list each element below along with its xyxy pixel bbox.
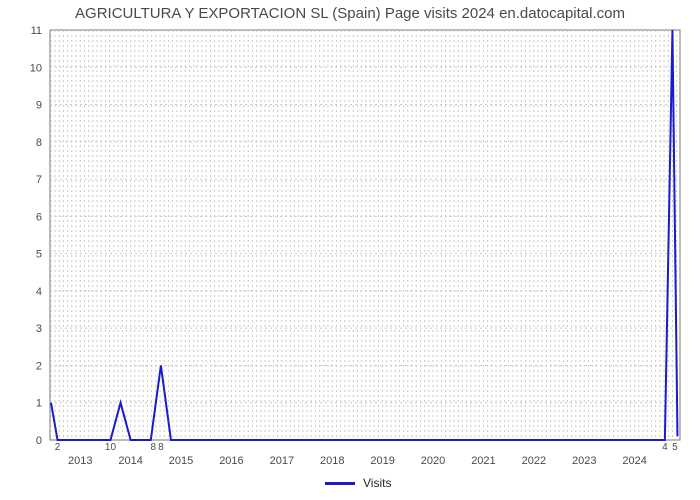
x-tick-label: 2024 (622, 455, 646, 467)
annotation-label: 2 (55, 442, 61, 453)
y-tick-label: 7 (36, 174, 42, 186)
y-tick-label: 11 (31, 25, 42, 37)
x-tick-label: 2018 (320, 455, 344, 467)
chart-title: AGRICULTURA Y EXPORTACION SL (Spain) Pag… (75, 5, 625, 22)
annotation-label: 8 (158, 442, 164, 453)
x-tick-label: 2019 (370, 455, 394, 467)
y-tick-label: 4 (36, 286, 42, 298)
y-tick-label: 0 (36, 435, 42, 447)
plot-area (50, 30, 680, 440)
chart-container: AGRICULTURA Y EXPORTACION SL (Spain) Pag… (0, 0, 700, 500)
legend-swatch (325, 482, 355, 485)
y-tick-label: 3 (36, 323, 42, 335)
annotation-label: 10 (105, 442, 117, 453)
legend: Visits (325, 476, 391, 490)
annotation-label: 5 (672, 442, 678, 453)
x-tick-label: 2023 (572, 455, 596, 467)
x-tick-label: 2020 (421, 455, 445, 467)
x-tick-label: 2014 (118, 455, 142, 467)
y-tick-label: 6 (36, 211, 42, 223)
x-tick-label: 2017 (270, 455, 294, 467)
y-tick-label: 1 (36, 398, 42, 410)
y-tick-label: 9 (36, 100, 42, 112)
x-tick-label: 2016 (219, 455, 243, 467)
annotations: 2 10 88 45 (55, 442, 678, 453)
chart-svg: AGRICULTURA Y EXPORTACION SL (Spain) Pag… (0, 0, 700, 500)
y-tick-label: 2 (36, 360, 42, 372)
x-tick-label: 2021 (471, 455, 495, 467)
annotation-label: 8 (151, 442, 157, 453)
legend-label: Visits (363, 476, 391, 490)
y-tick-label: 10 (30, 62, 42, 74)
y-tick-label: 5 (36, 249, 42, 261)
x-tick-label: 2022 (522, 455, 546, 467)
y-tick-label: 8 (36, 137, 42, 149)
x-tick-label: 2013 (68, 455, 92, 467)
annotation-label: 4 (662, 442, 668, 453)
x-tick-label: 2015 (169, 455, 193, 467)
